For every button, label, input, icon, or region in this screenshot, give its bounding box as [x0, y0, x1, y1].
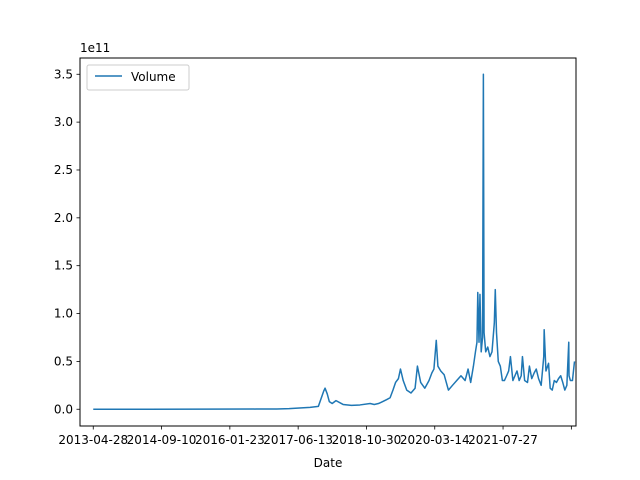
y-tick-label: 1.5	[54, 259, 73, 273]
legend-box	[86, 64, 190, 91]
y-axis-ticks: 0.0 0.5 1.0 1.5 2.0 2.5 3.0 3.5	[54, 67, 80, 416]
x-tick-label: 2013-04-28	[58, 433, 128, 447]
legend: Volume	[86, 64, 190, 91]
x-tick-label: 2014-09-10	[127, 433, 197, 447]
y-tick-label: 0.0	[54, 402, 73, 416]
plot-area	[80, 58, 576, 426]
series-layer	[93, 73, 576, 410]
series-line-volume	[93, 73, 576, 410]
legend-label-volume: Volume	[131, 70, 176, 84]
x-tick-label: 2016-01-23	[195, 433, 265, 447]
x-tick-label: 2018-10-30	[332, 433, 402, 447]
x-axis-ticks: 2013-04-282014-09-102016-01-232017-06-13…	[58, 426, 572, 447]
y-tick-label: 2.5	[54, 163, 73, 177]
x-tick-label: 2020-03-14	[400, 433, 470, 447]
y-tick-label: 2.0	[54, 211, 73, 225]
y-tick-label: 3.0	[54, 115, 73, 129]
y-offset-label: 1e11	[80, 41, 110, 55]
y-tick-label: 0.5	[54, 354, 73, 368]
y-tick-label: 1.0	[54, 307, 73, 321]
x-tick-label: 2017-06-13	[263, 433, 333, 447]
y-tick-label: 3.5	[54, 67, 73, 81]
plot-frame	[79, 57, 577, 427]
x-axis-label: Date	[314, 456, 343, 470]
x-tick-label: 2021-07-27	[468, 433, 538, 447]
